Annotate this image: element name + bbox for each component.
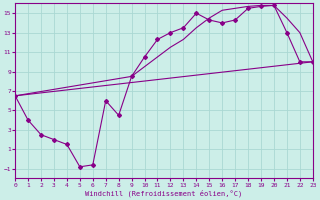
X-axis label: Windchill (Refroidissement éolien,°C): Windchill (Refroidissement éolien,°C) xyxy=(85,189,243,197)
